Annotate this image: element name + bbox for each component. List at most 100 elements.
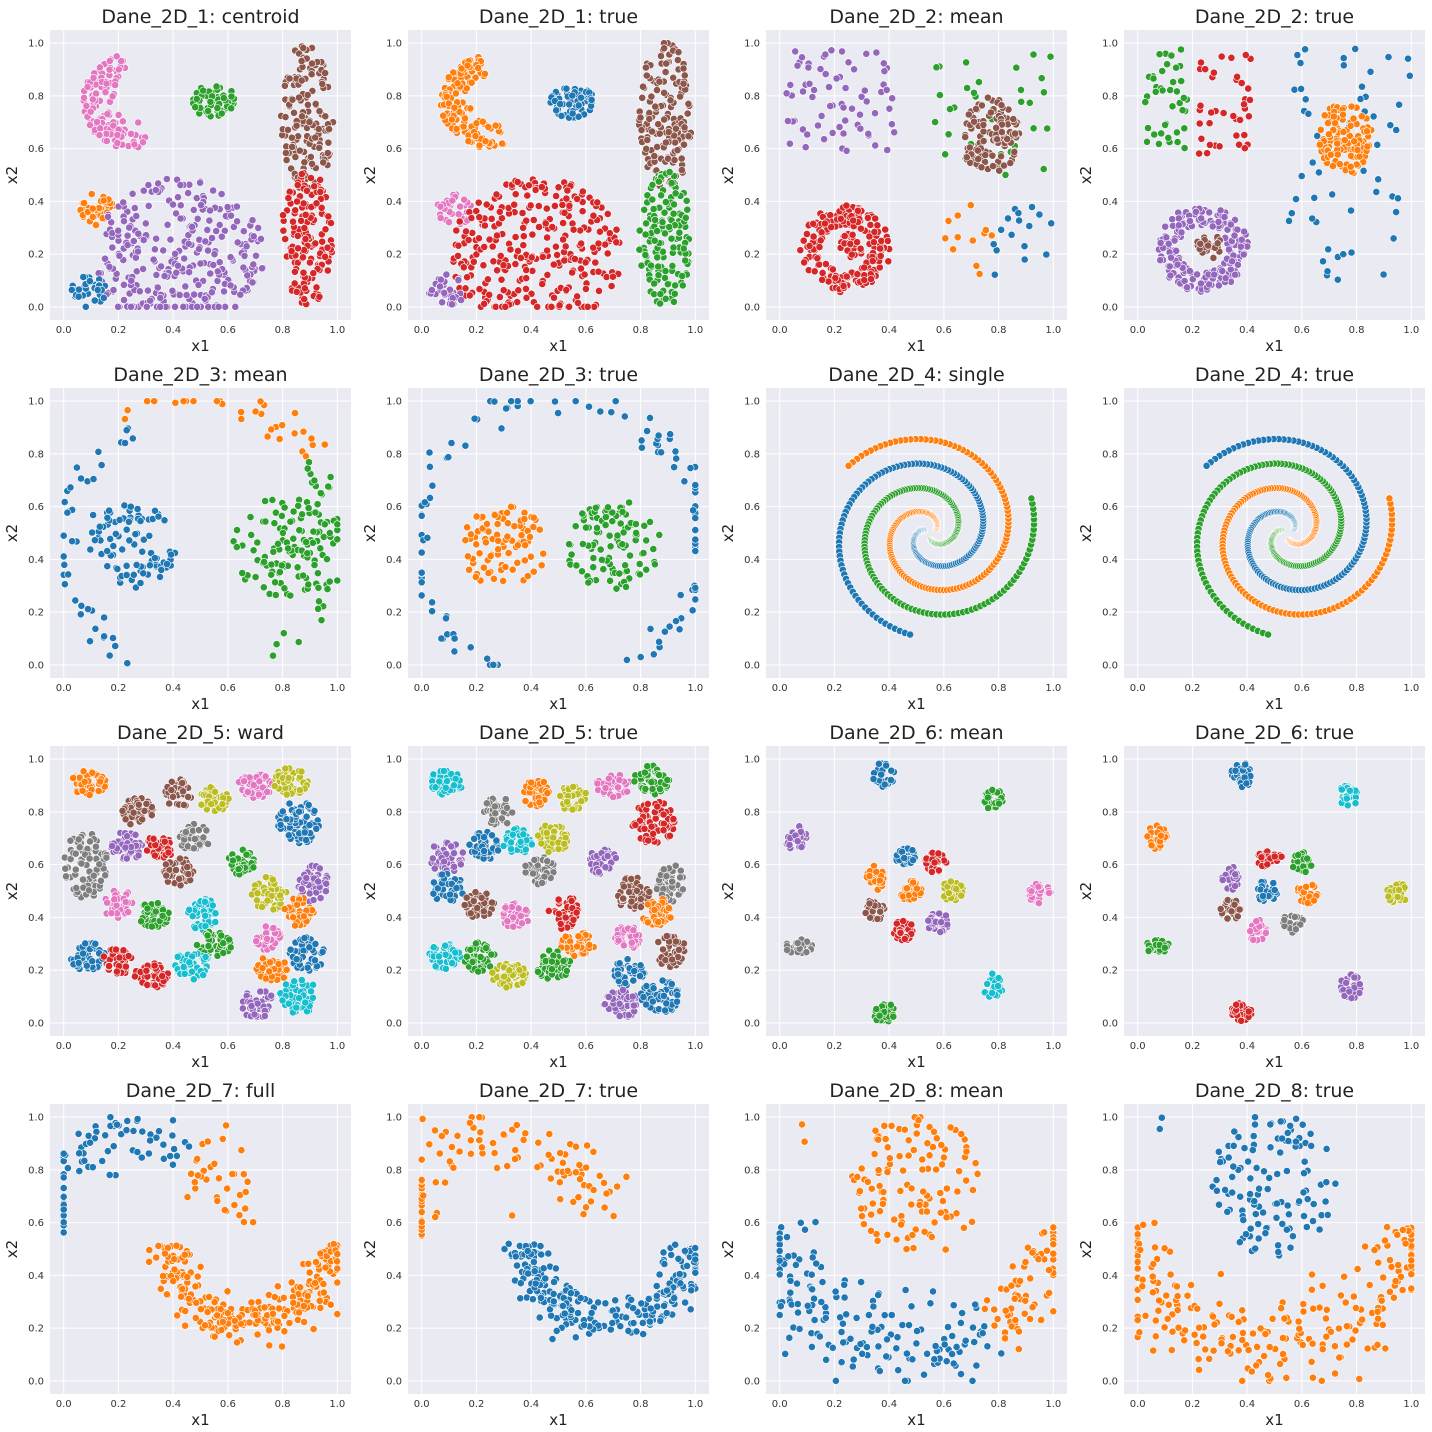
scatter-point (320, 520, 329, 529)
scatter-point (979, 121, 988, 129)
scatter-point (1339, 250, 1348, 259)
y-tick-label: 1.0 (28, 39, 44, 50)
scatter-point (987, 108, 995, 117)
x-tick-label: 0.6 (1294, 683, 1310, 694)
scatter-point (559, 235, 567, 244)
scatter-point (1246, 96, 1254, 104)
scatter-point (799, 87, 807, 96)
x-tick-label: 1.0 (329, 325, 345, 336)
scatter-point (252, 251, 260, 260)
scatter-point (1177, 228, 1186, 237)
scatter-point (582, 284, 590, 293)
scatter-point (499, 286, 508, 295)
scatter-point (1015, 216, 1023, 225)
scatter-point (469, 257, 478, 266)
y-tick-label: 0.6 (1102, 144, 1118, 155)
scatter-point (646, 413, 654, 422)
scatter-point (290, 429, 299, 438)
scatter-point (120, 280, 128, 289)
scatter-point (1183, 283, 1191, 292)
scatter-point (642, 565, 651, 574)
scatter-point (679, 64, 688, 73)
scatter-point (114, 226, 123, 235)
scatter-point (568, 91, 577, 100)
scatter-point (551, 201, 559, 210)
scatter-point (622, 583, 630, 591)
scatter-point (150, 554, 159, 562)
chart-title: Dane_2D_4: single (828, 364, 1005, 386)
y-tick-label: 0.2 (744, 250, 760, 261)
scatter-point (89, 95, 97, 104)
scatter-point (654, 431, 663, 440)
scatter-point (94, 447, 103, 456)
scatter-point (136, 517, 145, 525)
x-tick-label: 0.4 (1239, 683, 1255, 694)
scatter-point (649, 545, 658, 553)
scatter-point (651, 102, 660, 111)
scatter-point (979, 137, 988, 145)
scatter-point (253, 538, 262, 547)
x-tick-label: 0.6 (578, 683, 594, 694)
scatter-point (270, 519, 279, 528)
scatter-point (89, 511, 97, 519)
scatter-point (669, 209, 678, 218)
scatter-point (820, 135, 828, 144)
scatter-point (276, 820, 285, 829)
scatter-point (123, 231, 132, 240)
scatter-point (860, 86, 869, 95)
scatter-point (130, 204, 139, 212)
x-axis-label: x1 (1265, 337, 1283, 355)
scatter-point (679, 244, 688, 253)
x-tick-label: 0.6 (936, 683, 952, 694)
scatter-point (1346, 122, 1355, 130)
scatter-point (1163, 60, 1171, 69)
scatter-point (142, 302, 151, 311)
x-tick-label: 0.2 (468, 325, 484, 336)
scatter-point (324, 212, 333, 221)
scatter-point (526, 397, 535, 406)
scatter-point (326, 473, 335, 481)
x-tick-label: 0.8 (991, 683, 1007, 694)
scatter-point (583, 302, 592, 311)
scatter-point (1339, 127, 1348, 136)
scatter-point (1392, 208, 1400, 216)
scatter-point (645, 115, 654, 123)
scatter-point (102, 79, 111, 88)
scatter-point (199, 86, 207, 95)
scatter-point (463, 523, 471, 532)
scatter-point (1010, 147, 1019, 156)
y-tick-label: 0.6 (386, 502, 402, 513)
scatter-point (308, 538, 317, 547)
scatter-point (88, 528, 96, 537)
scatter-point (1329, 162, 1337, 170)
scatter-point (626, 551, 634, 560)
scatter-point (122, 525, 131, 534)
scatter-point (207, 800, 216, 808)
scatter-point (115, 516, 124, 524)
scatter-point (558, 200, 567, 209)
scatter-point (1214, 217, 1223, 226)
scatter-point (510, 522, 519, 531)
scatter-point (552, 192, 560, 200)
scatter-point (499, 577, 507, 585)
scatter-point (91, 624, 100, 633)
scatter-point (93, 285, 102, 294)
x-tick-label: 0.4 (1239, 325, 1255, 336)
scatter-point (291, 206, 300, 215)
scatter-point (1384, 53, 1393, 61)
scatter-point (569, 225, 578, 234)
scatter-point (1173, 128, 1181, 137)
x-tick-label: 0.8 (275, 1041, 291, 1052)
scatter-point (538, 252, 547, 261)
scatter-point (581, 258, 590, 267)
scatter-point (456, 202, 464, 211)
scatter-point (853, 238, 861, 247)
scatter-point (1339, 54, 1348, 62)
scatter-point (1195, 149, 1203, 158)
scatter-point (60, 498, 69, 506)
scatter-point (475, 213, 484, 222)
scatter-point (176, 214, 185, 223)
scatter-point (133, 505, 142, 513)
scatter-point (1173, 260, 1182, 269)
scatter-point (827, 223, 836, 232)
